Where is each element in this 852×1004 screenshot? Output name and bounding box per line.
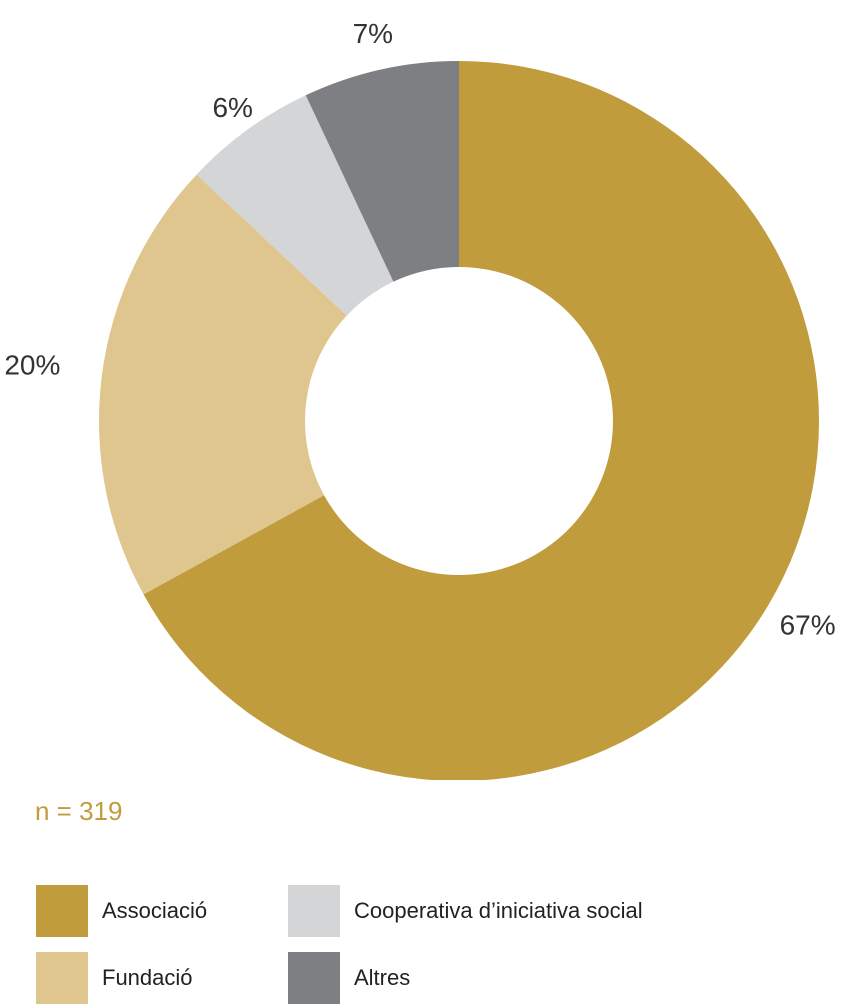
legend-swatch-fundacio — [36, 952, 88, 1004]
legend-item-cooperativa: Cooperativa d’iniciativa social — [288, 885, 643, 937]
legend-label-cooperativa: Cooperativa d’iniciativa social — [354, 898, 643, 923]
slice-altres — [305, 61, 459, 282]
slice-label-altres: 7% — [353, 18, 393, 49]
legend-item-fundacio: Fundació — [36, 952, 193, 1004]
legend-item-altres: Altres — [288, 952, 410, 1004]
legend-swatch-altres — [288, 952, 340, 1004]
legend-label-associacio: Associació — [102, 898, 208, 923]
slice-fundacio — [99, 174, 347, 595]
legend: Associació Fundació Cooperativa d’inicia… — [36, 885, 816, 1004]
slice-cooperativa-d-iniciativa-social — [196, 95, 394, 316]
legend-label-fundacio: Fundació — [102, 965, 193, 990]
legend-swatch-associacio — [36, 885, 88, 937]
sample-size-label: n = 319 — [35, 796, 123, 826]
donut-svg: 67% 20% 6% 7% — [4, 18, 836, 780]
legend-label-altres: Altres — [354, 965, 411, 990]
legend-item-associacio: Associació — [36, 885, 207, 937]
legend-swatch-cooperativa — [288, 885, 340, 937]
slice-associacio — [143, 61, 819, 780]
slice-label-fundacio: 20% — [4, 349, 60, 380]
slice-label-cooperativa-d-iniciativa-social: 6% — [212, 92, 252, 123]
slice-label-associacio: 67% — [780, 610, 836, 641]
